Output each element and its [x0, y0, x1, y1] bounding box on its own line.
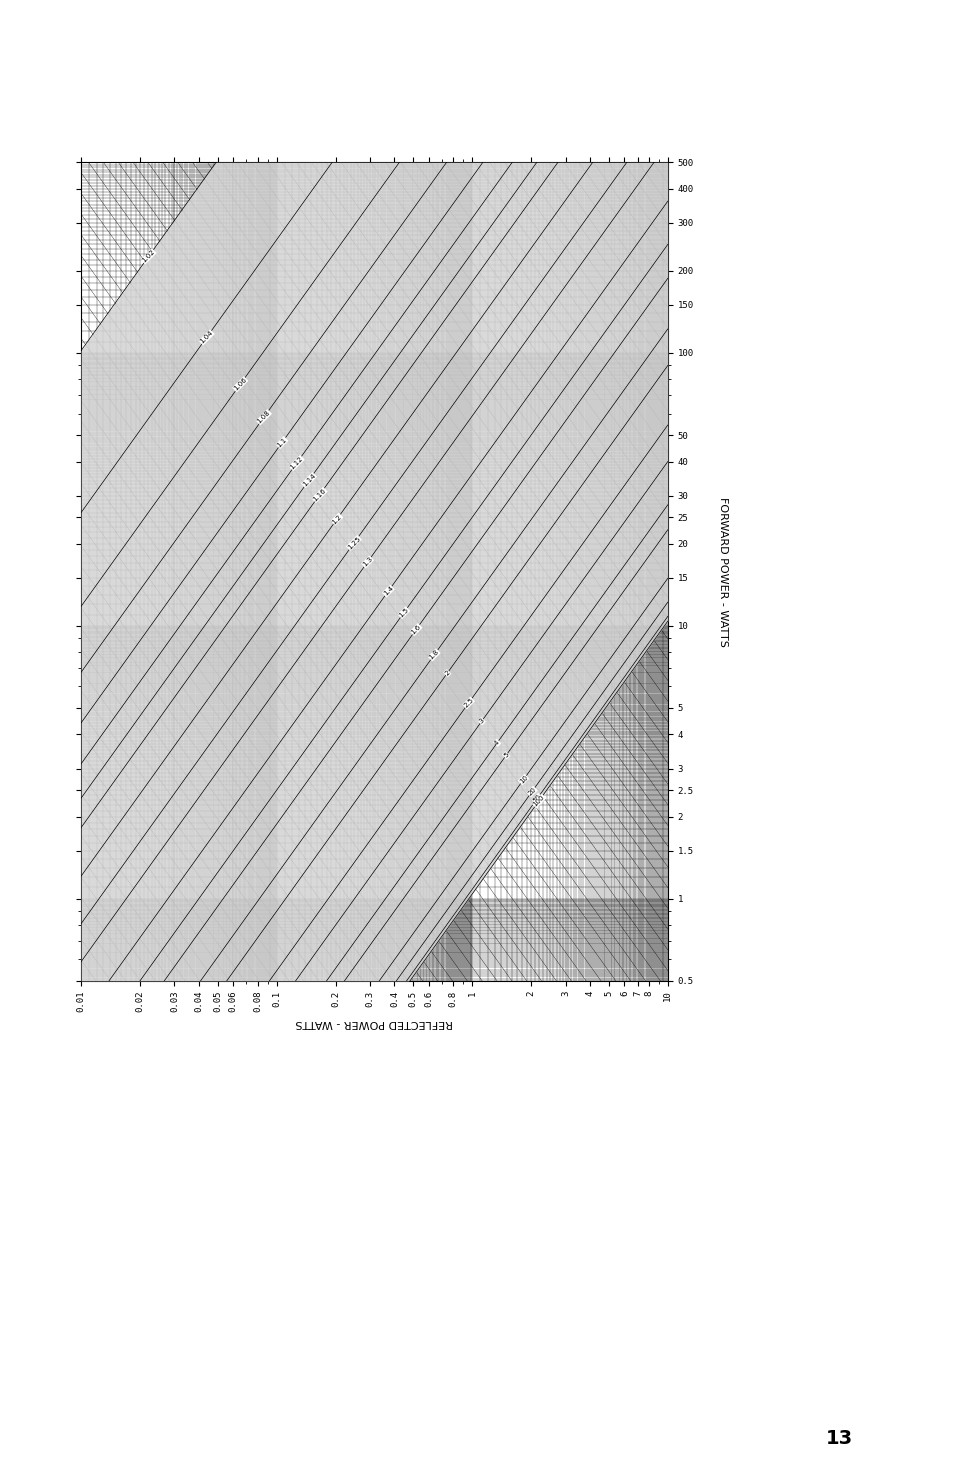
Text: 1.4: 1.4: [382, 586, 394, 597]
Text: 1.6: 1.6: [410, 624, 421, 636]
Text: 1.8: 1.8: [428, 649, 440, 661]
Text: 20: 20: [526, 786, 537, 797]
Text: 4: 4: [493, 739, 500, 746]
Text: 1.06: 1.06: [233, 376, 248, 392]
X-axis label: REFLECTED POWER - WATTS: REFLECTED POWER - WATTS: [295, 1018, 453, 1028]
Text: 50: 50: [532, 794, 542, 804]
Text: 10: 10: [517, 774, 528, 785]
Text: 1.08: 1.08: [256, 410, 272, 425]
Text: 1.02: 1.02: [141, 249, 156, 264]
Text: 1.5: 1.5: [397, 606, 410, 618]
Text: 2.5: 2.5: [462, 698, 475, 709]
Text: 1.14: 1.14: [301, 472, 316, 488]
Y-axis label: FORWARD POWER - WATTS: FORWARD POWER - WATTS: [718, 497, 727, 646]
Text: 1.3: 1.3: [361, 556, 374, 568]
Text: 1.04: 1.04: [199, 330, 214, 345]
Text: 5: 5: [502, 752, 509, 760]
Text: 3: 3: [477, 717, 485, 724]
Text: 2: 2: [443, 670, 451, 677]
Text: 1.25: 1.25: [346, 535, 361, 550]
Text: 1.12: 1.12: [289, 456, 304, 471]
Text: 13: 13: [825, 1429, 852, 1447]
Text: 1.1: 1.1: [275, 437, 288, 448]
Text: 1.16: 1.16: [312, 487, 327, 503]
Text: 1.2: 1.2: [331, 513, 343, 525]
Text: 100: 100: [532, 794, 545, 808]
